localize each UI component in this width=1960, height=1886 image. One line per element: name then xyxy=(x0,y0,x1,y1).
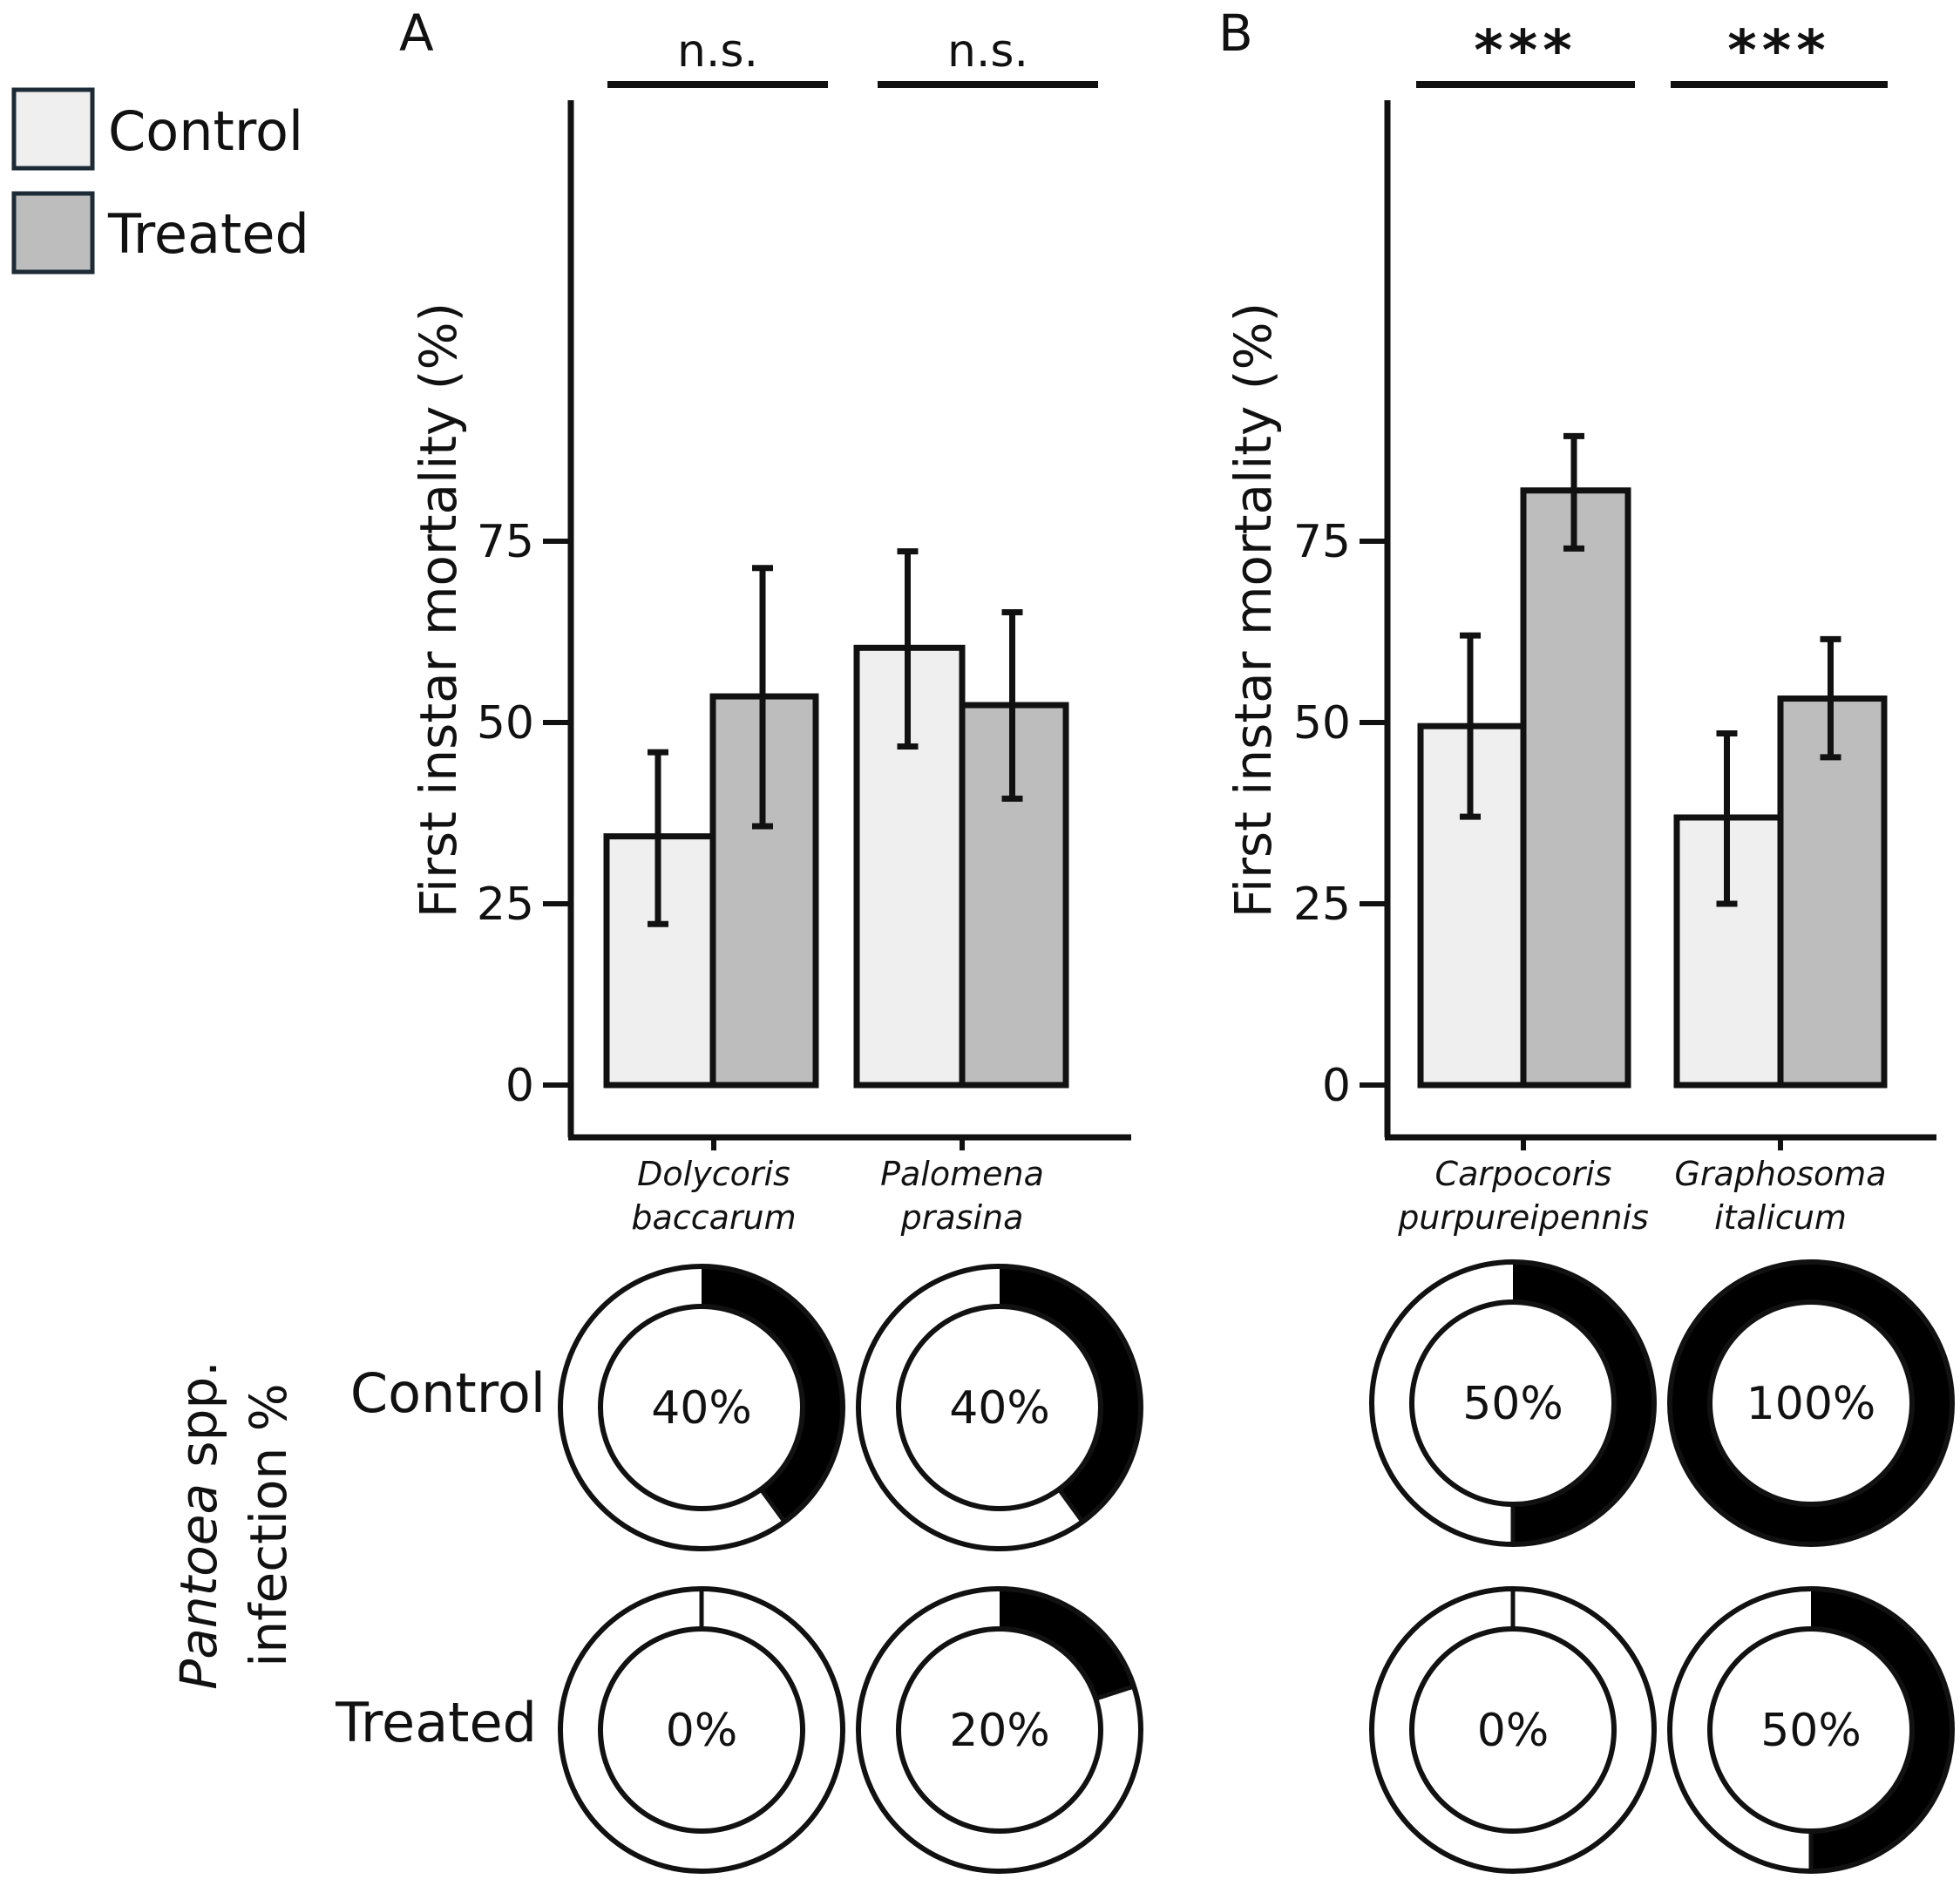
significance-label-b-0: *** xyxy=(1474,19,1577,84)
legend: Control Treated xyxy=(11,87,309,275)
donut-control-a-1-label: 40% xyxy=(949,1382,1050,1435)
y-axis-title-b: First instar mortality (%) xyxy=(1224,302,1283,918)
species-genus-b-0: Carpocoris xyxy=(1435,1155,1612,1193)
donut-control-a-1-segment-edge xyxy=(1057,1488,1085,1523)
donut-control-b-0-infected-segment xyxy=(1513,1262,1654,1544)
y-tick-label-a-50: 50 xyxy=(477,697,534,750)
infection-side-title: Pantoea spp. infection % xyxy=(169,1360,298,1689)
donut-treated-a-0-inner-circle xyxy=(598,1626,805,1834)
species-genus-a-0: Dolycoris xyxy=(637,1155,790,1193)
donut-control-a-1-outer-circle xyxy=(856,1264,1143,1551)
donut-treated-b-0-label: 0% xyxy=(1477,1705,1550,1757)
y-tick-label-a-0: 0 xyxy=(505,1060,534,1112)
donut-treated-a-1-inner-circle xyxy=(896,1626,1103,1834)
significance-label-a-1: n.s. xyxy=(947,25,1028,78)
donut-control-b-1-label: 100% xyxy=(1746,1378,1876,1430)
panel-letter-b: B xyxy=(1218,3,1253,63)
donut-treated-a-1-label: 20% xyxy=(949,1705,1050,1757)
donut-control-a-0-infected-segment xyxy=(702,1266,843,1523)
legend-swatch-treated xyxy=(11,191,95,275)
donut-control-a-0-segment-edge xyxy=(759,1488,787,1523)
species-genus-b-1: Graphosoma xyxy=(1674,1155,1886,1193)
donut-control-a-0-label: 40% xyxy=(651,1382,752,1435)
donut-treated-b-1-infected-segment xyxy=(1811,1589,1952,1871)
donut-control-b-0-label: 50% xyxy=(1462,1378,1563,1430)
bar-b-0-treated xyxy=(1520,487,1631,1089)
donut-treated-b-1-inner-circle xyxy=(1707,1626,1915,1834)
donut-treated-a-1-infected-segment xyxy=(1000,1589,1135,1699)
donut-control-a-0: 40% xyxy=(558,1264,845,1551)
donut-treated-b-1: 50% xyxy=(1667,1586,1955,1874)
y-tick-label-a-75: 75 xyxy=(477,516,534,568)
side-title-spp: spp. xyxy=(169,1360,228,1483)
donut-treated-b-0-outer-circle xyxy=(1369,1586,1657,1874)
significance-label-a-0: n.s. xyxy=(677,25,758,78)
donut-control-a-0-outer-circle xyxy=(558,1264,845,1551)
y-tick-label-b-50: 50 xyxy=(1293,697,1351,750)
donut-treated-b-0-inner-circle xyxy=(1409,1626,1617,1834)
species-epithet-b-1: italicum xyxy=(1714,1198,1847,1237)
donut-control-b-1: 100% xyxy=(1667,1259,1955,1547)
significance-label-b-1: *** xyxy=(1727,19,1830,84)
row-label-control: Control xyxy=(350,1361,546,1425)
row-label-treated: Treated xyxy=(335,1691,537,1754)
legend-label-control: Control xyxy=(108,99,303,163)
species-epithet-a-1: prasina xyxy=(900,1198,1024,1237)
legend-label-treated: Treated xyxy=(107,202,309,266)
y-tick-label-b-25: 25 xyxy=(1293,879,1351,931)
species-genus-a-1: Palomena xyxy=(880,1155,1044,1193)
donut-treated-a-0-label: 0% xyxy=(666,1705,738,1757)
species-epithet-a-0: baccarum xyxy=(631,1198,796,1237)
side-title-genus: Pantoea xyxy=(169,1483,228,1690)
donut-control-b-1-inner-circle xyxy=(1707,1299,1915,1507)
donut-control-b-1-outer-circle xyxy=(1667,1259,1955,1547)
donut-control-a-0-inner-circle xyxy=(598,1304,805,1511)
panel-a: A n.s. n.s. 0 25 50 75 First instar mortalit… xyxy=(399,3,1143,1874)
donut-control-b-0-outer-circle xyxy=(1369,1259,1657,1547)
panel-letter-a: A xyxy=(399,3,434,63)
donut-treated-b-1-outer-circle xyxy=(1667,1586,1955,1874)
panel-b: B *** *** 0 25 50 75 First instar mortality … xyxy=(1218,3,1955,1874)
donut-treated-a-1: 20% xyxy=(856,1586,1143,1874)
y-axis-title-a: First instar mortality (%) xyxy=(409,302,468,918)
donut-control-b-0: 50% xyxy=(1369,1259,1657,1547)
donut-treated-a-1-segment-edge xyxy=(1095,1684,1135,1701)
donut-control-b-1-infected-ring xyxy=(1670,1262,1952,1544)
y-tick-label-b-0: 0 xyxy=(1322,1060,1351,1112)
y-tick-label-a-25: 25 xyxy=(477,879,534,931)
legend-swatch-control xyxy=(11,87,95,171)
donut-treated-b-1-label: 50% xyxy=(1760,1705,1862,1757)
y-tick-label-b-75: 75 xyxy=(1293,516,1351,568)
donut-control-a-1-inner-circle xyxy=(896,1304,1103,1511)
donut-control-a-1-infected-segment xyxy=(1000,1266,1142,1523)
side-title-line1: Pantoea spp. xyxy=(169,1360,228,1689)
donut-control-b-0-inner-circle xyxy=(1409,1299,1617,1507)
donut-control-a-1: 40% xyxy=(856,1264,1143,1551)
donut-treated-a-0: 0% xyxy=(558,1586,845,1874)
species-epithet-b-0: purpureipennis xyxy=(1397,1198,1649,1237)
donut-treated-a-0-outer-circle xyxy=(558,1586,845,1874)
side-title-line2: infection % xyxy=(239,1383,298,1667)
donut-treated-a-1-outer-circle xyxy=(856,1586,1143,1874)
donut-treated-b-0: 0% xyxy=(1369,1586,1657,1874)
